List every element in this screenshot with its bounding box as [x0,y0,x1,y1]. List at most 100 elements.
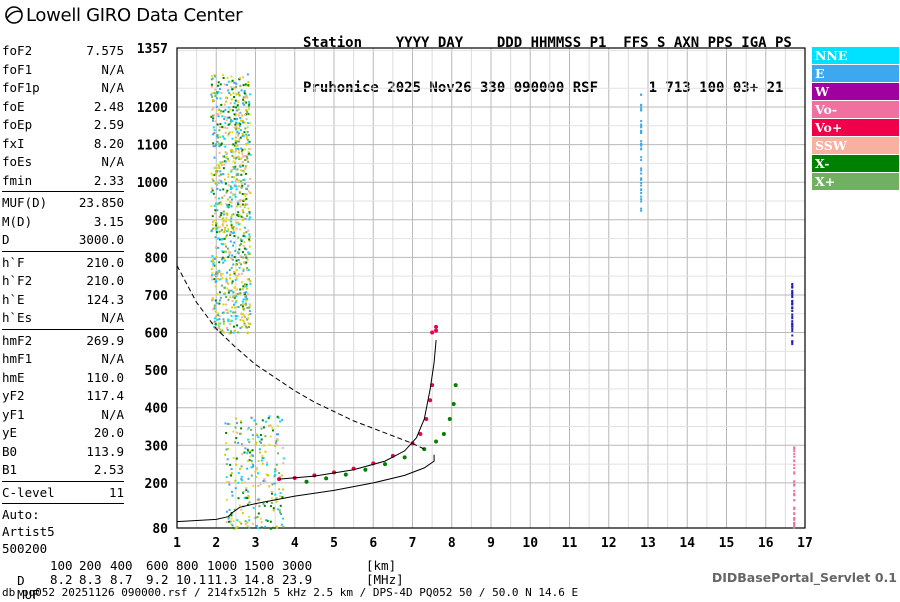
echo-point [239,165,242,168]
muf-label: MUF [17,587,40,602]
echo-point [210,230,213,233]
echo-point [237,215,240,218]
echo-point [261,454,264,457]
echo-point [232,244,235,247]
echo-point [217,322,220,325]
echo-point [248,233,251,236]
giro-logo-icon [5,6,23,24]
echo-point [216,293,219,296]
echo-point [219,123,222,126]
echo-point [230,223,233,226]
echo-point [230,314,233,317]
echo-point [242,216,245,219]
echo-point [211,95,214,98]
echo-point [217,237,220,240]
echo-point [233,81,236,84]
echo-point [242,96,245,99]
echo-point [216,170,219,173]
echo-point [243,292,246,295]
echo-point [236,525,239,528]
echo-point [221,196,224,199]
param-name: D [2,232,10,247]
echo-point [242,269,245,272]
echo-point [246,203,249,206]
echo-point [260,459,263,462]
echo-point [232,311,235,314]
echo-point [242,211,245,214]
echo-point [232,193,235,196]
echo-point [241,152,244,155]
echo-point [229,232,232,235]
echo-point [246,258,249,261]
echo-point [214,202,217,205]
echo-point [230,523,233,526]
echo-point [246,452,249,455]
echo-point [225,271,228,274]
echo-point [243,316,246,319]
echo-point [250,428,253,431]
echo-point [255,524,258,527]
echo-point [237,331,240,334]
echo-point [228,122,231,125]
echo-point [640,188,643,191]
echo-point [243,226,246,229]
echo-point [259,483,262,486]
echo-point [237,123,240,126]
echo-point [221,224,224,227]
echo-point [229,200,232,203]
echo-point [239,318,242,321]
echo-point [248,519,251,522]
echo-point [211,273,214,276]
echo-point [218,167,221,170]
y-tick-label: 1100 [137,139,168,154]
echo-point [244,447,247,450]
echo-point [226,328,229,331]
trace-point [434,328,439,333]
echo-point [242,234,245,237]
echo-point [236,306,239,309]
echo-point [232,194,235,197]
echo-point [245,299,248,302]
echo-point [222,167,225,170]
echo-point [235,527,238,530]
echo-point [244,148,247,151]
muf-unit: [MHz] [366,572,404,587]
echo-point [244,302,247,305]
echo-point [241,193,244,196]
echo-point [242,268,245,271]
echo-point [791,313,794,316]
echo-point [229,273,232,276]
echo-point [222,320,225,323]
echo-point [231,213,234,216]
echo-point [212,179,215,182]
echo-point [249,282,252,285]
muf-value: 9.2 [146,572,169,587]
echo-point [279,504,282,507]
echo-point [226,230,229,233]
param-name: hmF1 [2,351,33,366]
echo-point [255,476,258,479]
echo-point [237,259,240,262]
echo-point [230,80,233,83]
echo-point [215,224,218,227]
echo-point [239,169,242,172]
param-row: D 3000.0 [2,231,124,250]
echo-point [244,113,247,116]
echo-point [270,501,273,504]
echo-point [242,84,245,87]
echo-point [231,494,234,497]
echo-point [245,256,248,259]
echo-point [229,520,232,523]
echo-point [264,450,267,453]
echo-point [245,137,248,140]
echo-point [235,126,238,129]
param-row: foEp 2.59 [2,116,124,135]
echo-point [225,326,228,329]
echo-point [232,86,235,89]
echo-point [240,432,243,435]
echo-point [243,324,246,327]
divider [2,250,124,252]
echo-point [220,103,223,106]
echo-point [251,462,254,465]
echo-point [239,205,242,208]
